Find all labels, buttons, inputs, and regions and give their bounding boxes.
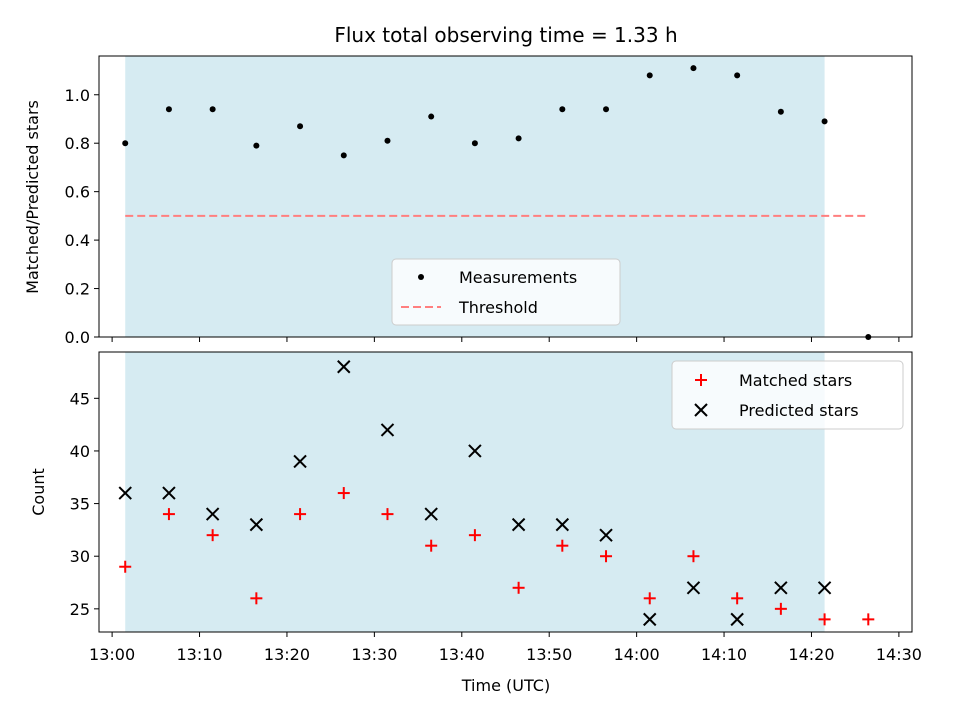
y-tick-label: 45: [70, 389, 90, 408]
data-point: [774, 581, 788, 595]
ratio-panel: 0.0 0.2 0.4 0.6 0.8 1.0 Measurements Threshold: [65, 55, 913, 347]
data-point: [425, 539, 438, 552]
data-point: [686, 581, 701, 595]
data-point: [821, 118, 828, 125]
legend-label-predicted: Predicted stars: [739, 401, 859, 420]
data-point: [512, 581, 525, 594]
legend-marker-matched: [695, 374, 707, 386]
legend: Measurements Threshold: [391, 258, 621, 326]
y-tick-label: 25: [70, 600, 90, 619]
data-point: [687, 550, 700, 563]
y-tick-label: 35: [70, 495, 90, 514]
data-point: [471, 140, 478, 147]
data-point: [862, 613, 875, 626]
data-point: [381, 508, 394, 521]
data-point: [209, 106, 216, 113]
data-point: [468, 529, 481, 542]
data-point: [643, 592, 656, 605]
data-point: [643, 612, 657, 627]
legend-label-matched: Matched stars: [739, 371, 852, 390]
x-tick-label: 14:10: [701, 645, 747, 664]
x-axis-label: Time (UTC): [461, 676, 550, 695]
data-point: [468, 444, 482, 458]
data-point: [599, 528, 613, 542]
data-point: [555, 517, 570, 532]
axes-frame: [98, 351, 913, 633]
data-point: [293, 454, 307, 469]
x-tick-label: 13:20: [264, 645, 310, 664]
x-tick-label: 13:00: [89, 645, 135, 664]
data-point: [556, 539, 569, 552]
data-point: [731, 592, 744, 605]
x-tick-label: 13:10: [176, 645, 222, 664]
data-point: [297, 123, 304, 130]
data-point: [294, 508, 307, 521]
legend-label-threshold: Threshold: [458, 298, 538, 317]
y-tick-label: 30: [70, 547, 90, 566]
y-tick-label: 1.0: [65, 86, 90, 105]
data-point: [337, 360, 351, 374]
y-tick-label: 40: [70, 442, 90, 461]
series-matched-stars: [119, 487, 875, 626]
data-point: [253, 142, 260, 149]
x-tick-label: 14:30: [876, 645, 922, 664]
chart-title: Flux total observing time = 1.33 h: [334, 23, 677, 47]
legend-label-measurements: Measurements: [459, 268, 577, 287]
x-tick-label: 14:20: [788, 645, 834, 664]
data-point: [165, 106, 172, 113]
data-point: [511, 517, 526, 532]
data-point: [118, 486, 132, 500]
data-point: [603, 106, 610, 113]
y-tick-label: 0.2: [65, 280, 90, 299]
y-tick-label: 0.6: [65, 183, 90, 202]
data-point: [690, 65, 697, 72]
x-tick-label: 13:30: [351, 645, 397, 664]
data-point: [250, 592, 263, 605]
data-point: [818, 613, 831, 626]
count-panel: 25 30 35 40 45 13:00 13:10 13:20 13:30 13:40 13:50…: [70, 351, 922, 664]
data-point: [337, 487, 350, 500]
series-predicted-stars: [118, 360, 832, 627]
data-point: [559, 106, 566, 113]
top-y-axis-label: Matched/Predicted stars: [23, 100, 42, 294]
data-point: [424, 507, 438, 521]
data-point: [119, 560, 132, 573]
data-point: [122, 140, 129, 147]
x-tick-label: 14:00: [614, 645, 660, 664]
data-point: [777, 108, 784, 115]
data-point: [340, 152, 347, 159]
data-point: [646, 72, 653, 79]
data-point: [380, 423, 395, 437]
y-tick-label: 0.4: [65, 231, 90, 250]
x-tick-label: 13:40: [439, 645, 485, 664]
y-tick-label: 0.8: [65, 134, 90, 153]
data-point: [600, 550, 613, 563]
axes-frame: [98, 55, 913, 338]
legend-marker-predicted: [694, 403, 708, 417]
data-point: [384, 137, 391, 144]
data-point: [515, 135, 522, 142]
data-point: [428, 113, 435, 120]
x-tick-label: 13:50: [526, 645, 572, 664]
data-point: [730, 612, 744, 627]
data-point: [205, 507, 220, 521]
data-point: [162, 486, 176, 500]
bottom-y-axis-label: Count: [29, 468, 48, 516]
data-point: [162, 508, 175, 521]
y-tick-label: 0.0: [65, 328, 90, 347]
legend: Matched stars Predicted stars: [671, 360, 904, 430]
legend-box: [671, 360, 904, 430]
legend-box: [391, 258, 621, 326]
data-point: [249, 517, 264, 532]
data-point: [206, 529, 219, 542]
data-point: [734, 72, 741, 79]
data-point: [817, 581, 832, 595]
legend-marker-measurements: [418, 274, 424, 280]
data-point: [774, 602, 787, 615]
